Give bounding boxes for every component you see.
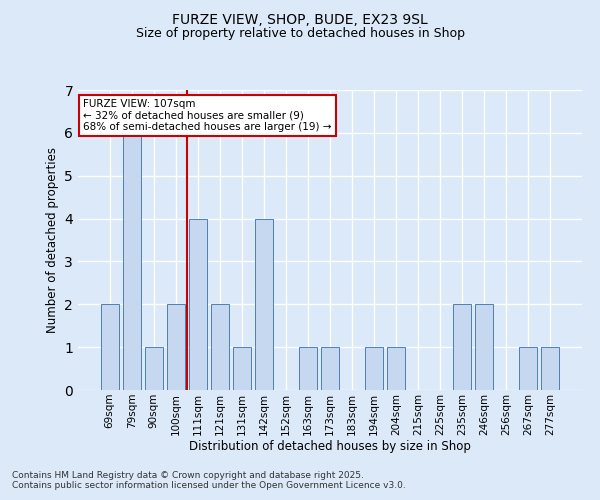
Bar — [541, 347, 559, 390]
Bar — [365, 347, 383, 390]
Bar — [387, 347, 405, 390]
Bar — [299, 347, 317, 390]
Bar — [520, 347, 537, 390]
Text: Size of property relative to detached houses in Shop: Size of property relative to detached ho… — [136, 28, 464, 40]
Bar — [255, 218, 273, 390]
Text: Contains HM Land Registry data © Crown copyright and database right 2025.
Contai: Contains HM Land Registry data © Crown c… — [12, 470, 406, 490]
Bar — [101, 304, 119, 390]
Text: FURZE VIEW: 107sqm
← 32% of detached houses are smaller (9)
68% of semi-detached: FURZE VIEW: 107sqm ← 32% of detached hou… — [83, 99, 332, 132]
Bar — [475, 304, 493, 390]
Bar — [233, 347, 251, 390]
Bar — [321, 347, 339, 390]
Bar — [211, 304, 229, 390]
Bar — [189, 218, 206, 390]
Bar — [454, 304, 471, 390]
Bar — [167, 304, 185, 390]
Bar — [145, 347, 163, 390]
X-axis label: Distribution of detached houses by size in Shop: Distribution of detached houses by size … — [189, 440, 471, 454]
Y-axis label: Number of detached properties: Number of detached properties — [46, 147, 59, 333]
Text: FURZE VIEW, SHOP, BUDE, EX23 9SL: FURZE VIEW, SHOP, BUDE, EX23 9SL — [172, 12, 428, 26]
Bar — [123, 133, 140, 390]
